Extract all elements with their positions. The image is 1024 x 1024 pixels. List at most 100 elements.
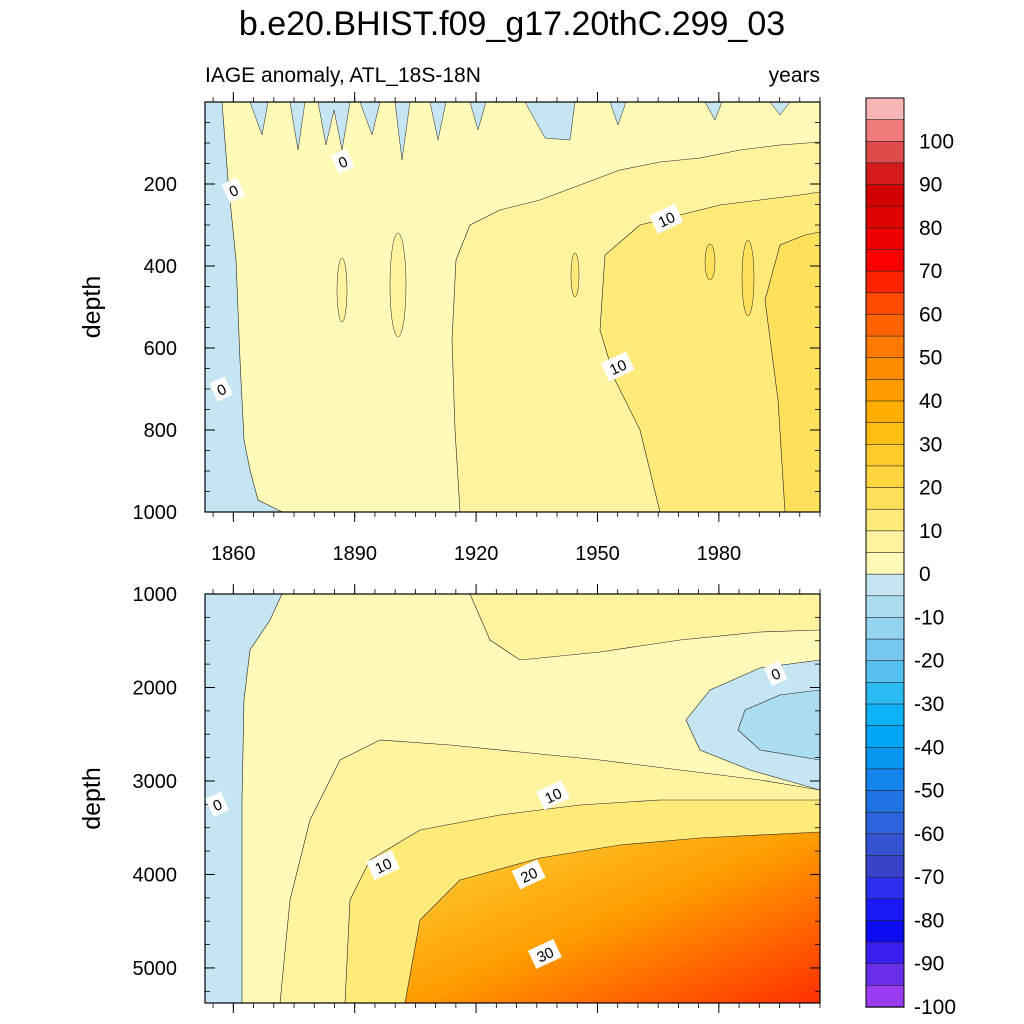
left-subtitle: IAGE anomaly, ATL_18S-18N: [205, 64, 481, 87]
panel-1-ytick-label-2: 3000: [133, 771, 178, 793]
colorbar-swatch-7: [865, 249, 905, 272]
colorbar-label-6: 40: [919, 390, 942, 413]
panel-0-ytick-label-4: 1000: [133, 502, 178, 524]
panel-1-contour-label-text-3: 10: [373, 855, 395, 877]
colorbar-swatch-25: [865, 638, 905, 662]
colorbar-swatch-31: [865, 768, 905, 792]
colorbar-swatch-19: [865, 508, 905, 532]
top-fill-15-20: [599, 191, 820, 512]
colorbar-swatch-5: [865, 205, 905, 229]
colorbar-swatch-22: [865, 573, 905, 597]
panel-0-contour-label-4: 10: [600, 351, 635, 382]
bottom-fill-negative-core: [737, 689, 820, 761]
colorbar-swatch-21: [865, 552, 905, 575]
top-lens-2: [389, 232, 407, 338]
panel-0-contour-label-bg-4: [600, 351, 635, 382]
top-fill-surface-patches: [249, 102, 791, 161]
colorbar-label-20: -100: [914, 996, 956, 1019]
colorbar-label-4: 60: [919, 303, 942, 326]
colorbar-swatch-23: [865, 595, 905, 619]
panel-0-xtick-label-1: 1890: [332, 543, 377, 565]
panel-0-contour-label-bg-2: [209, 376, 234, 402]
colorbar-swatch-28: [865, 703, 905, 727]
colorbar-swatch-37: [865, 898, 905, 922]
panel-0-xtick-label-4: 1980: [697, 543, 742, 565]
bottom-fill-warm: [404, 831, 820, 1003]
colorbar-label-11: -10: [914, 606, 944, 629]
colorbar-swatch-34: [865, 833, 905, 857]
panel-0-xtick-label-2: 1920: [454, 543, 499, 565]
panel-0-ytick-label-0: 200: [144, 174, 177, 196]
colorbar-swatch-30: [865, 746, 905, 770]
colorbar-label-19: -90: [914, 953, 944, 976]
top-fill-negative-strip: [205, 102, 283, 512]
panel-1-contour-label-bg-0: [205, 791, 230, 817]
colorbar-swatch-6: [865, 227, 905, 251]
panel-1-contour-label-bg-1: [763, 660, 788, 687]
colorbar-label-16: -60: [914, 823, 944, 846]
colorbar-swatch-3: [865, 162, 905, 186]
colorbar-swatch-41: [865, 985, 905, 1008]
colorbar-label-0: 100: [919, 130, 954, 153]
top-lens-4: [704, 243, 716, 281]
bottom-fill-upper-5-10: [469, 594, 820, 661]
colorbar: 1009080706050403020100-10-20-30-40-50-60…: [865, 97, 956, 1019]
top-lens-3: [570, 252, 580, 298]
colorbar-label-18: -80: [914, 909, 944, 932]
colorbar-label-15: -50: [914, 780, 944, 803]
colorbar-swatch-38: [865, 920, 905, 943]
panel-1-ytick-label-4: 5000: [133, 958, 178, 980]
top-lens-1: [336, 257, 348, 323]
colorbar-label-14: -40: [914, 736, 944, 759]
top-fill-20-25: [764, 231, 820, 512]
panel-1-ytick-label-3: 4000: [133, 864, 178, 886]
panel-1-contour-label-bg-5: [527, 938, 562, 969]
colorbar-swatch-0: [865, 97, 905, 121]
colorbar-label-2: 80: [919, 217, 942, 240]
panel-1-ylabel: depth: [78, 767, 106, 830]
colorbar-swatch-24: [865, 617, 905, 640]
colorbar-swatch-10: [865, 314, 905, 337]
colorbar-label-9: 10: [919, 520, 942, 543]
colorbar-frame: [865, 97, 905, 1008]
panel-0-contour-label-bg-0: [221, 177, 246, 203]
panel-0-ylabel: depth: [78, 276, 106, 339]
panel-1-contour-label-text-4: 20: [518, 865, 540, 887]
colorbar-label-12: -20: [914, 650, 944, 673]
panel-0-xtick-label-3: 1950: [575, 543, 620, 565]
colorbar-swatch-26: [865, 660, 905, 684]
panel-0-ytick-label-2: 600: [144, 338, 177, 360]
colorbar-swatch-12: [865, 357, 905, 381]
panel-0-contour-label-1: 0: [330, 148, 355, 175]
panel-1-contour-label-bg-3: [366, 850, 400, 881]
panel-0-contour-label-bg-1: [330, 148, 355, 175]
panel-1-contour-label-3: 10: [366, 850, 400, 881]
panel-1-ytick-label-0: 1000: [133, 584, 178, 606]
colorbar-label-13: -30: [914, 693, 944, 716]
bottom-fill-negative-column: [205, 594, 283, 1003]
panel-0-ytick-label-3: 800: [144, 420, 177, 442]
colorbar-swatch-36: [865, 876, 905, 900]
top-lens-5: [741, 239, 755, 317]
panel-0-contour-label-text-4: 10: [607, 357, 629, 379]
panel-1-contour-label-text-2: 10: [542, 785, 564, 807]
panel-1-contour-label-1: 0: [763, 660, 788, 687]
panel-1-contour-label-0: 0: [205, 791, 230, 817]
colorbar-swatch-1: [865, 119, 905, 142]
panel-1-contour-label-4: 20: [511, 859, 546, 890]
colorbar-swatch-39: [865, 941, 905, 965]
colorbar-swatch-33: [865, 811, 905, 835]
colorbar-swatch-11: [865, 335, 905, 359]
colorbar-swatch-13: [865, 379, 905, 402]
colorbar-label-5: 50: [919, 347, 942, 370]
panel-1-contour-label-2: 10: [536, 780, 570, 810]
panel-0-contour-label-3: 10: [649, 203, 684, 234]
right-subtitle: years: [769, 64, 820, 87]
bottom-panel-plot: [205, 594, 820, 1003]
colorbar-label-8: 20: [919, 477, 942, 500]
colorbar-label-7: 30: [919, 433, 942, 456]
colorbar-swatch-17: [865, 465, 905, 489]
panel-1-contour-label-5: 30: [527, 938, 562, 969]
panel-1-contour-label-bg-2: [536, 780, 570, 810]
